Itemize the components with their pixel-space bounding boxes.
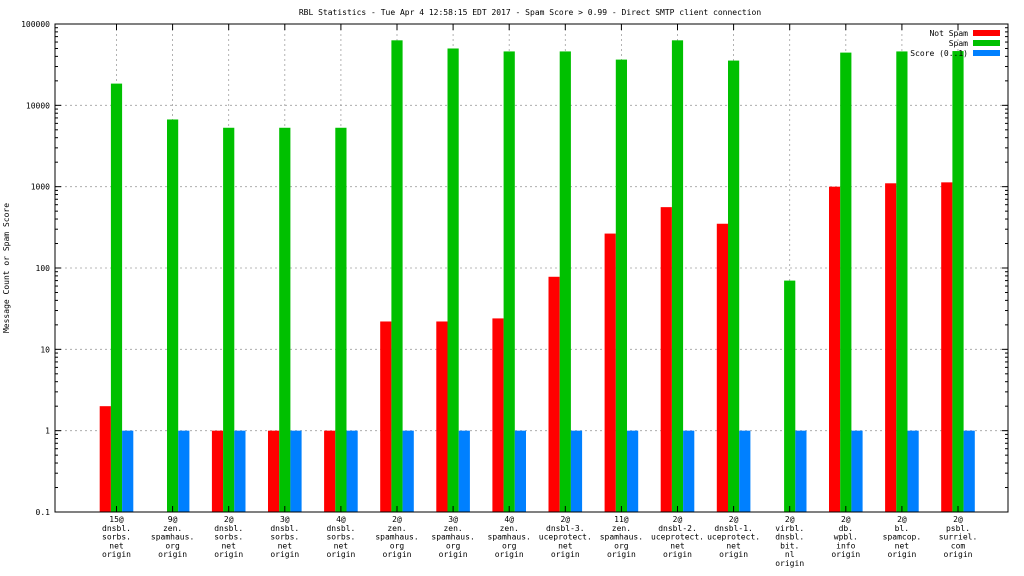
bar-not-spam	[829, 186, 841, 512]
x-tick-label: 9@ zen. spamhaus. org origin	[151, 515, 194, 559]
bar-score-0-1	[178, 430, 190, 512]
x-tick-label: 3@ zen. spamhaus. org origin	[431, 515, 474, 559]
bar-score-0-1	[627, 430, 639, 512]
bar-score-0-1	[122, 430, 134, 512]
y-tick-label: 100	[36, 264, 51, 273]
grid-lines	[55, 24, 1008, 512]
bar-not-spam	[324, 430, 336, 512]
bar-spam	[559, 51, 571, 513]
legend-label: Score (0..1)	[910, 49, 968, 58]
bar-spam	[223, 127, 235, 512]
x-tick-label: 4@ dnsbl. sorbs. net origin	[326, 515, 355, 559]
bar-spam	[728, 60, 740, 513]
bar-spam	[279, 127, 291, 512]
bar-not-spam	[436, 321, 448, 512]
bar-not-spam	[380, 321, 392, 512]
chart-title: RBL Statistics - Tue Apr 4 12:58:15 EDT …	[299, 8, 762, 17]
bar-spam	[840, 52, 852, 513]
bar-spam	[784, 280, 796, 512]
y-axis-label: Message Count or Spam Score	[2, 203, 11, 333]
y-tick-label: 100000	[21, 20, 50, 29]
x-tick-label: 4@ zen. spamhaus. org origin	[488, 515, 531, 559]
bar-score-0-1	[346, 430, 358, 512]
x-axis-ticks: 15@ dnsbl. sorbs. net origin 9@ zen. spamhaus. o…	[102, 24, 977, 568]
x-tick-label: 2@ dnsbl-1. uceprotect. net origin	[707, 515, 760, 559]
x-tick-label: 2@ dnsbl. sorbs. net origin	[214, 515, 243, 559]
bar-score-0-1	[963, 430, 975, 512]
x-tick-label: 11@ zen. spamhaus. org origin	[600, 515, 643, 559]
bar-not-spam	[268, 430, 280, 512]
bar-not-spam	[99, 406, 111, 512]
bar-score-0-1	[907, 430, 919, 512]
bar-spam	[447, 48, 459, 513]
bar-spam	[671, 40, 684, 512]
plot-frame	[54, 23, 1009, 513]
bar-score-0-1	[402, 430, 414, 512]
x-tick-label: 3@ dnsbl. sorbs. net origin	[270, 515, 299, 559]
bar-spam	[167, 119, 179, 512]
bar-not-spam	[548, 276, 560, 512]
y-tick-label: 0.1	[36, 508, 51, 517]
x-tick-label: 2@ bl. spamcop. net origin	[883, 515, 922, 559]
bar-spam	[391, 40, 403, 512]
bar-score-0-1	[234, 430, 246, 512]
x-tick-label: 2@ zen. spamhaus. org origin	[375, 515, 418, 559]
bar-score-0-1	[570, 430, 583, 512]
bar-series	[99, 40, 975, 513]
bar-score-0-1	[795, 430, 807, 512]
legend-swatch	[973, 30, 1000, 36]
legend-swatch	[973, 50, 1000, 56]
bar-not-spam	[716, 223, 728, 512]
bar-spam	[110, 83, 123, 512]
y-tick-label: 10000	[26, 101, 50, 110]
bar-spam	[615, 59, 627, 512]
legend-label: Not Spam	[929, 29, 968, 38]
bar-score-0-1	[458, 430, 470, 512]
bar-not-spam	[885, 183, 897, 513]
bar-not-spam	[211, 430, 224, 512]
x-tick-label: 2@ dnsbl-2. uceprotect. net origin	[651, 515, 704, 559]
y-tick-label: 1000	[31, 183, 50, 192]
y-tick-label: 1	[45, 427, 50, 436]
bar-score-0-1	[683, 430, 695, 512]
bar-not-spam	[492, 318, 504, 512]
bar-score-0-1	[290, 430, 302, 512]
bar-not-spam	[941, 182, 953, 513]
x-tick-label: 2@ db. wpbl. info origin	[831, 515, 860, 559]
y-tick-label: 10	[40, 345, 50, 354]
x-tick-label: 2@ virbl. dnsbl. bit. nl origin	[775, 515, 804, 568]
bar-not-spam	[604, 233, 616, 513]
bar-spam	[335, 127, 347, 512]
x-tick-label: 15@ dnsbl. sorbs. net origin	[102, 515, 131, 559]
bar-spam	[952, 51, 964, 513]
bar-not-spam	[660, 207, 672, 512]
legend-label: Spam	[949, 39, 968, 48]
bar-score-0-1	[739, 430, 751, 512]
legend-swatch	[973, 40, 1000, 46]
bar-spam	[896, 51, 908, 513]
x-tick-label: 2@ psbl. surriel. com origin	[939, 515, 978, 559]
bar-score-0-1	[851, 430, 863, 512]
bar-spam	[503, 51, 515, 513]
x-tick-label: 2@ dnsbl-3. uceprotect. net origin	[539, 515, 592, 559]
bar-score-0-1	[514, 430, 526, 512]
